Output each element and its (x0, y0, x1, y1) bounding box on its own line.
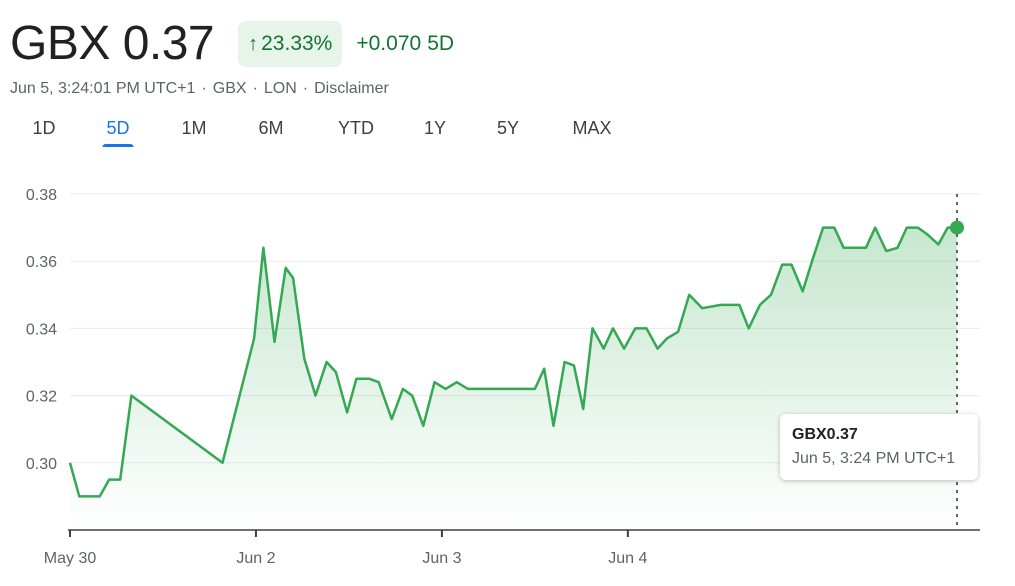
separator: · (252, 80, 258, 97)
tab-1y[interactable]: 1Y (424, 118, 446, 147)
tab-label: 1D (32, 118, 56, 138)
x-axis-ticks: May 30 Jun 2 Jun 3 Jun 4 (44, 530, 648, 567)
tab-label: 5D (106, 118, 130, 138)
tab-label: 1M (181, 118, 207, 138)
tab-ytd[interactable]: YTD (338, 118, 374, 147)
tab-label: 5Y (496, 118, 520, 138)
y-axis-labels: 0.30 0.32 0.34 0.36 0.38 (26, 187, 57, 473)
tab-label: 1Y (423, 118, 447, 138)
y-tick-label: 0.34 (26, 321, 57, 338)
change-period: 5D (427, 32, 455, 55)
change-value: +0.070 (356, 32, 422, 55)
tab-label: MAX (572, 118, 612, 138)
quote-header: GBX 0.37 ↑ 23.33% +0.070 5D (10, 14, 454, 74)
tab-max[interactable]: MAX (572, 118, 611, 147)
x-tick-label: May 30 (44, 550, 97, 567)
y-tick-label: 0.30 (26, 456, 57, 473)
quote-meta: Jun 5, 3:24:01 PM UTC+1 · GBX · LON · Di… (10, 80, 389, 98)
y-tick-label: 0.36 (26, 254, 57, 271)
range-tabs: 1D 5D 1M 6M YTD 1Y 5Y MAX (0, 118, 700, 154)
tab-1m[interactable]: 1M (181, 118, 206, 147)
price-tooltip: GBX0.37 Jun 5, 3:24 PM UTC+1 (780, 414, 978, 480)
y-tick-label: 0.38 (26, 187, 57, 204)
separator: · (302, 80, 309, 97)
x-tick-label: Jun 2 (236, 550, 275, 567)
tab-label: 6M (258, 118, 284, 138)
last-price-point (950, 220, 964, 235)
disclaimer-link[interactable]: Disclaimer (314, 80, 389, 97)
currency: GBX (212, 80, 247, 97)
tab-6m[interactable]: 6M (258, 118, 283, 147)
tab-1d[interactable]: 1D (32, 118, 55, 147)
timestamp: Jun 5, 3:24:01 PM UTC+1 (10, 80, 196, 97)
arrow-up-icon: ↑ (248, 32, 259, 55)
tab-5y[interactable]: 5Y (497, 118, 519, 147)
x-tick-label: Jun 3 (422, 550, 461, 567)
tooltip-price: GBX0.37 (792, 426, 858, 443)
current-price: GBX 0.37 (10, 17, 215, 70)
separator: · (201, 80, 207, 97)
price-line (68, 226, 957, 498)
tab-label: YTD (338, 118, 374, 138)
exchange: LON (263, 80, 297, 97)
change-percent: 23.33% (261, 32, 333, 55)
tab-5d[interactable]: 5D (102, 118, 134, 147)
price-area (70, 227, 957, 530)
y-tick-label: 0.32 (26, 389, 57, 406)
x-tick-label: Jun 4 (608, 550, 647, 567)
change-percent-badge: ↑ 23.33% (238, 21, 343, 67)
tooltip-time: Jun 5, 3:24 PM UTC+1 (792, 450, 956, 467)
change-absolute: +0.070 5D (356, 32, 454, 56)
active-tab-indicator (102, 144, 134, 147)
